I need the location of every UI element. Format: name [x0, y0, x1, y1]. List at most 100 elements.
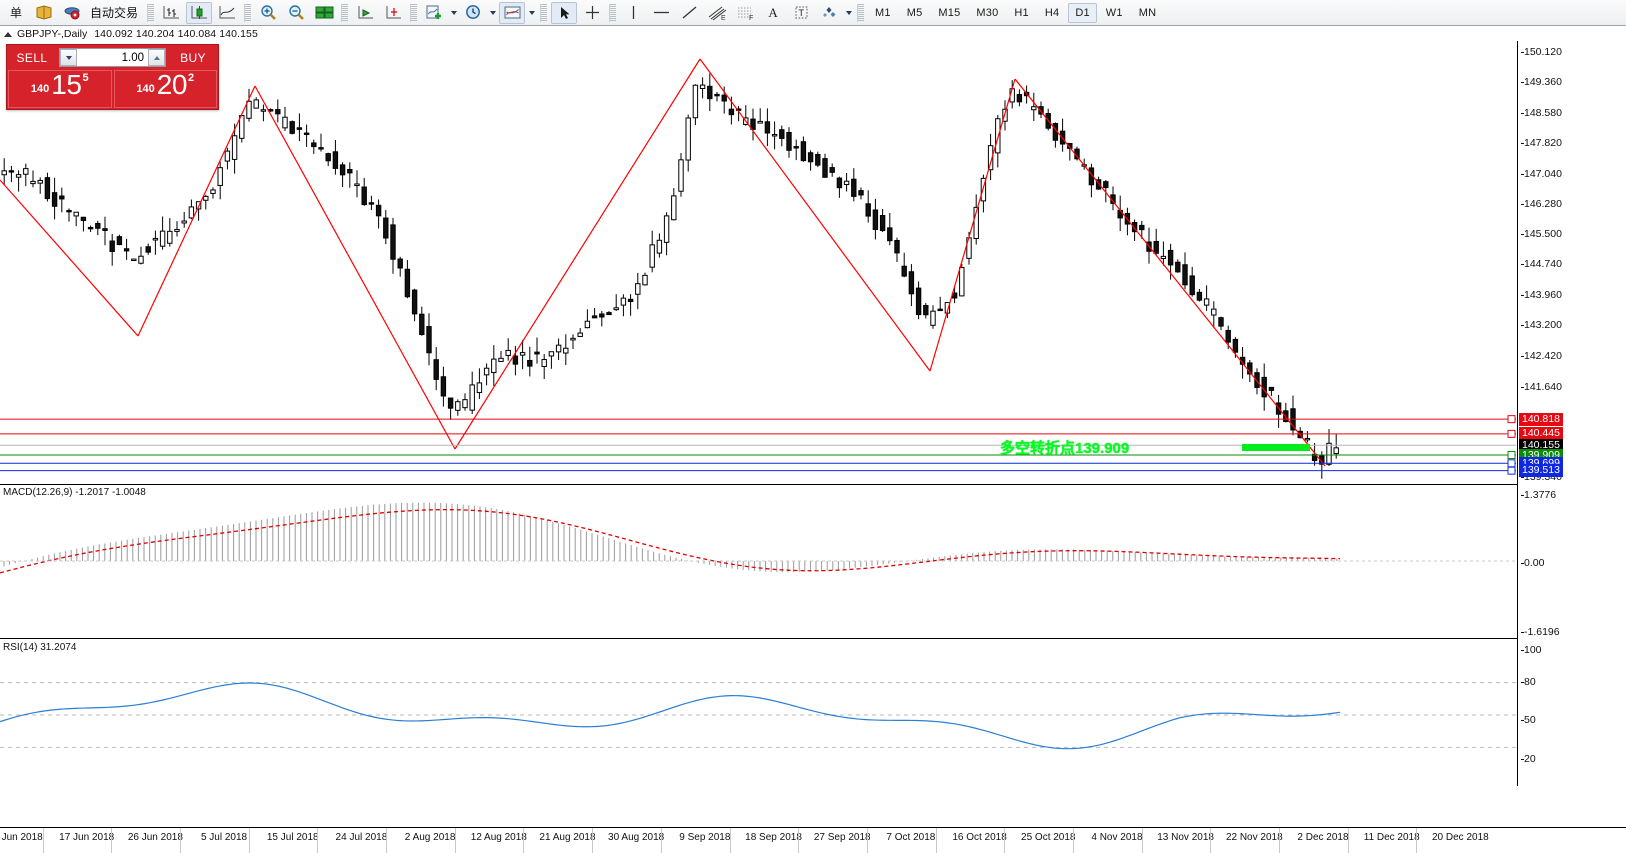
candle-body [8, 170, 15, 173]
candle-body [1189, 275, 1195, 296]
svg-text:T: T [798, 8, 804, 18]
volume-input[interactable]: 1.00 [77, 49, 148, 66]
shapes-dropdown-arrow[interactable] [843, 2, 854, 24]
sell-button[interactable]: 140 15 5 [8, 70, 112, 108]
line-chart-icon[interactable] [214, 2, 240, 24]
candle-body [303, 132, 310, 135]
time-tick-label: 16 Oct 2018 [952, 832, 1007, 843]
candle-body [404, 268, 411, 298]
periods-clock-icon[interactable] [460, 2, 486, 24]
volume-decrement-icon[interactable] [60, 49, 77, 66]
candle-body [260, 109, 267, 112]
indicators-icon[interactable] [421, 2, 447, 24]
price-level-badge[interactable]: 140.445 [1519, 427, 1563, 441]
timeframe-w1[interactable]: W1 [1105, 6, 1123, 19]
candle-body [397, 258, 403, 269]
candle-body [455, 401, 461, 411]
market-watch-book-icon[interactable] [31, 2, 57, 24]
price-level-badge[interactable]: 140.818 [1519, 412, 1563, 426]
zoom-out-icon[interactable] [283, 2, 309, 24]
candle-body [483, 367, 490, 376]
indicators-dropdown-arrow[interactable] [448, 2, 459, 24]
chart-area[interactable]: MACD(12.26,9) -1.2017 -1.0048 RSI(14) 31… [0, 41, 1626, 853]
chart-annotation-text[interactable]: 多空转折点139.909 [1000, 440, 1130, 457]
text-icon[interactable]: A [768, 4, 778, 20]
one-click-trading-panel[interactable]: SELL 1.00 BUY 140 15 5 140 20 2 [6, 44, 219, 110]
time-scale[interactable]: 7 Jun 2018 17 Jun 2018 26 Jun 2018 5 Jul 20… [0, 827, 1626, 853]
svg-text:E: E [721, 15, 726, 21]
candle-body [728, 108, 735, 116]
trendline-icon[interactable] [676, 2, 702, 24]
candle-body [210, 189, 216, 194]
price-scale[interactable]: 150.120 149.360 148.580 147.820 147.040 146.2… [1517, 41, 1626, 786]
expert-advisor-icon[interactable] [59, 2, 85, 24]
timeframe-m1[interactable]: M1 [875, 6, 891, 19]
candle-body [671, 195, 677, 221]
price-level-badge[interactable]: 139.513 [1519, 464, 1563, 478]
price-pane[interactable] [0, 41, 1516, 483]
timeframe-d1[interactable]: D1 [1068, 2, 1097, 23]
vertical-line-icon[interactable] [620, 2, 646, 24]
candle-body [836, 177, 843, 189]
chart-annotation-bar[interactable] [1242, 444, 1310, 451]
tile-windows-icon[interactable] [311, 2, 337, 24]
rsi-pane[interactable]: RSI(14) 31.2074 [0, 641, 1516, 786]
candle-body [656, 239, 663, 254]
sell-label[interactable]: SELL [16, 50, 48, 65]
toolbar-separator [540, 3, 548, 22]
templates-dropdown-arrow[interactable] [526, 2, 537, 24]
chart-shift-icon[interactable] [380, 2, 406, 24]
buy-label[interactable]: BUY [180, 50, 206, 65]
collapse-triangle-icon[interactable] [4, 31, 12, 37]
timeframe-m30[interactable]: M30 [976, 6, 999, 19]
candle-body [361, 186, 367, 205]
text-label-icon[interactable]: T [788, 2, 814, 24]
candle-body [152, 237, 159, 241]
templates-icon[interactable] [499, 1, 526, 24]
volume-increment-icon[interactable] [148, 49, 165, 66]
zoom-in-icon[interactable] [255, 2, 281, 24]
candlestick-chart-icon[interactable] [186, 1, 213, 24]
timeframe-m15[interactable]: M15 [938, 6, 961, 19]
timeframe-m5[interactable]: M5 [906, 6, 923, 19]
horizontal-line-icon[interactable] [648, 2, 674, 24]
volume-stepper[interactable]: 1.00 [59, 48, 166, 67]
new-order-icon[interactable]: 单 [9, 6, 22, 20]
candle-body [678, 159, 684, 192]
candle-body [1211, 308, 1217, 316]
time-separator [1072, 828, 1074, 853]
timeframe-h1[interactable]: H1 [1014, 6, 1029, 19]
autotrade-label[interactable]: 自动交易 [90, 6, 139, 20]
candle-body [707, 85, 713, 100]
time-separator [592, 828, 594, 853]
candle-body [527, 359, 533, 367]
periods-dropdown-arrow[interactable] [487, 2, 498, 24]
candle-body [181, 220, 187, 224]
candle-body [296, 127, 303, 130]
fibonacci-retracement-icon[interactable]: F [732, 2, 758, 24]
buy-button[interactable]: 140 20 2 [113, 70, 217, 108]
time-tick-label: 2 Dec 2018 [1297, 832, 1349, 843]
bar-chart-icon[interactable] [158, 2, 184, 24]
candle-body [1160, 255, 1167, 260]
timeframe-h4[interactable]: H4 [1044, 6, 1060, 19]
zigzag-segment [254, 85, 456, 450]
candle-body [620, 297, 627, 306]
macd-pane[interactable]: MACD(12.26,9) -1.2017 -1.0048 [0, 486, 1516, 636]
candle-body [1254, 372, 1260, 388]
time-separator [1141, 828, 1143, 853]
candle-body [923, 305, 929, 316]
equidistant-channel-icon[interactable]: E [704, 2, 730, 24]
auto-scroll-icon[interactable] [352, 2, 378, 24]
shapes-icon[interactable] [816, 2, 842, 24]
cursor-icon[interactable] [551, 1, 578, 24]
oct-top-row: SELL 1.00 BUY [7, 45, 218, 70]
time-tick-label: 24 Jul 2018 [335, 832, 388, 843]
time-tick-label: 13 Nov 2018 [1157, 832, 1214, 843]
price-tick: 147.820 [1521, 136, 1562, 149]
candle-body [663, 215, 670, 243]
price-tick: 143.200 [1521, 319, 1562, 332]
timeframe-mn[interactable]: MN [1138, 6, 1157, 19]
candle-body [800, 141, 807, 162]
crosshair-icon[interactable] [579, 2, 605, 24]
